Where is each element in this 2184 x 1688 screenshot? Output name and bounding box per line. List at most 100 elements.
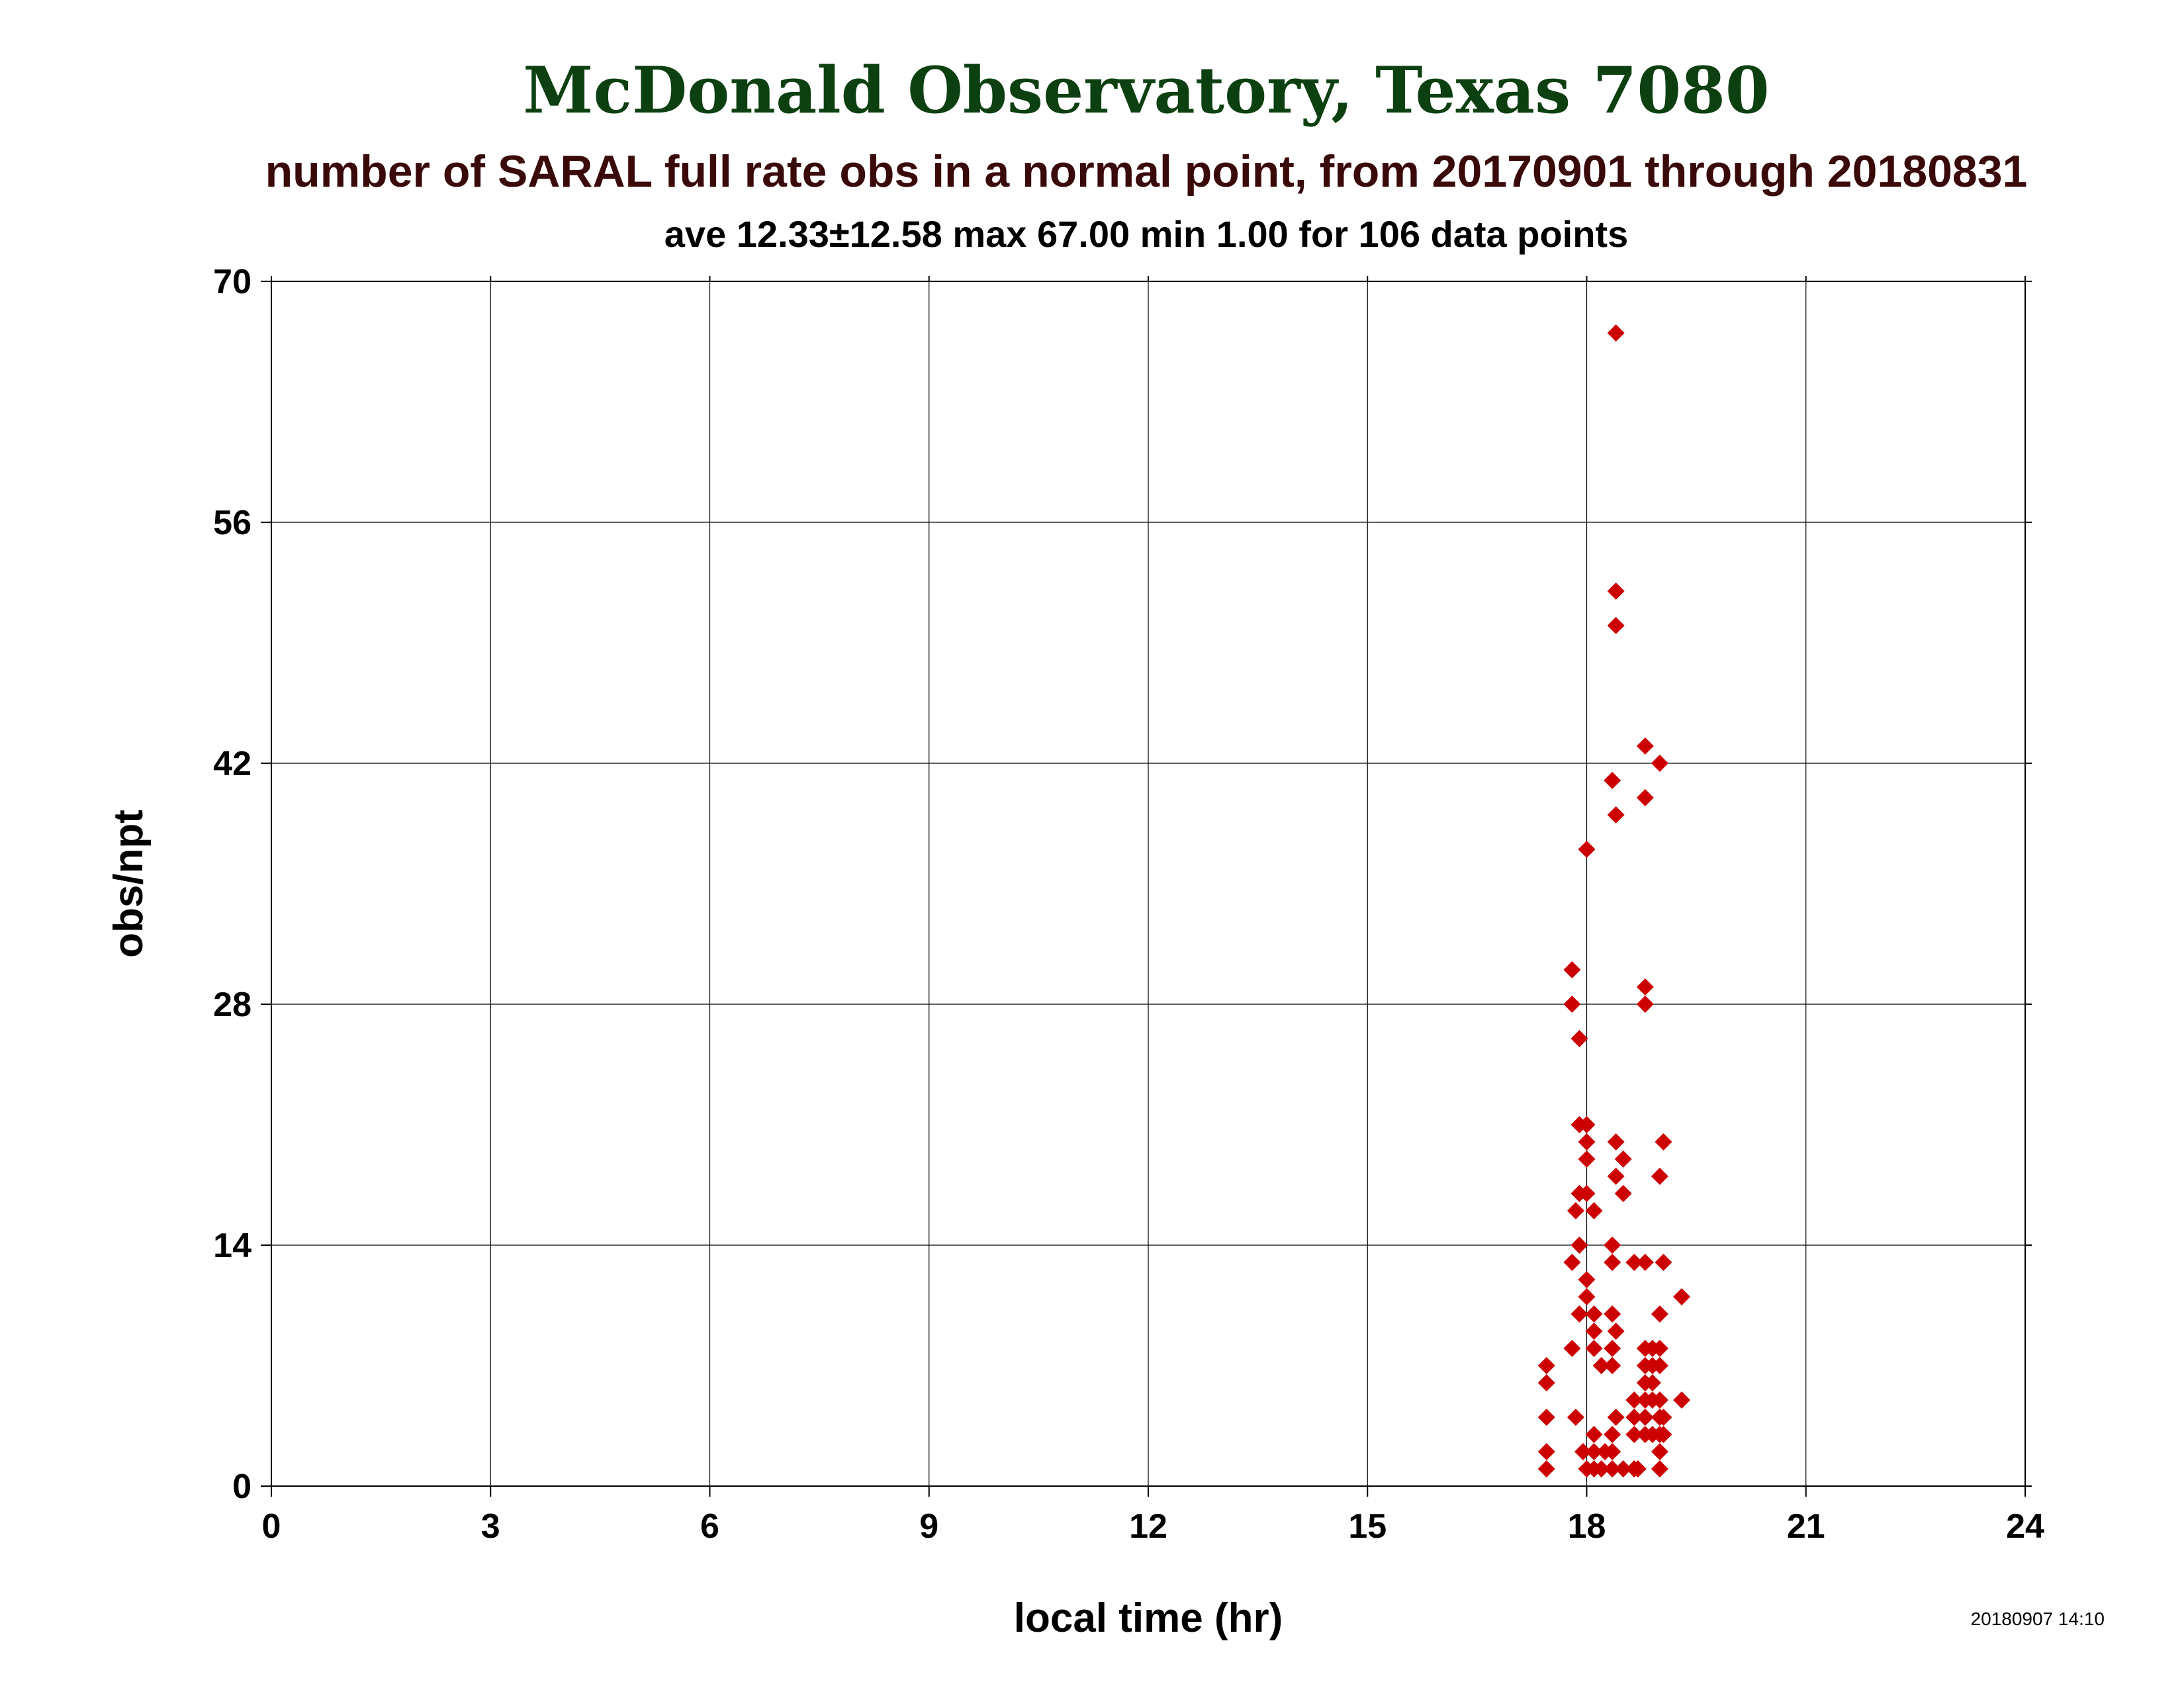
plot-area: 0 3 6 9 12 15 18 21 24 0 14 28 42 56 70 <box>213 263 2044 1546</box>
data-point <box>1604 1305 1621 1323</box>
timestamp: 20180907 14:10 <box>1971 1609 2105 1629</box>
data-point <box>1578 1288 1596 1305</box>
data-point <box>1607 1323 1625 1340</box>
data-point <box>1614 1150 1632 1168</box>
data-point <box>1563 1254 1581 1271</box>
y-axis-ticks: 0 14 28 42 56 70 <box>213 263 2032 1506</box>
data-point <box>1655 1254 1672 1271</box>
data-point <box>1537 1374 1555 1391</box>
data-point <box>1585 1426 1603 1443</box>
data-point <box>1537 1443 1555 1460</box>
data-point <box>1651 1340 1668 1357</box>
data-point <box>1625 1391 1643 1409</box>
data-point <box>1570 1305 1588 1323</box>
data-point <box>1592 1357 1610 1374</box>
data-point <box>1607 806 1625 823</box>
data-point <box>1567 1202 1584 1219</box>
x-axis-ticks: 0 3 6 9 12 15 18 21 24 <box>262 276 2044 1546</box>
data-point <box>1578 1271 1596 1288</box>
data-point <box>1563 961 1581 978</box>
data-point <box>1585 1323 1603 1340</box>
data-point <box>1570 1237 1588 1254</box>
data-point <box>1651 755 1668 772</box>
x-axis-label: local time (hr) <box>1014 1595 1283 1641</box>
data-point <box>1604 1426 1621 1443</box>
data-point <box>1563 1340 1581 1357</box>
data-point <box>1578 1116 1596 1133</box>
data-point <box>1607 1133 1625 1150</box>
y-axis-label: obs/npt <box>106 810 152 958</box>
x-tick-label: 24 <box>2006 1507 2044 1546</box>
y-tick-label: 0 <box>232 1468 251 1506</box>
data-point <box>1636 978 1654 996</box>
data-point <box>1651 1391 1668 1409</box>
data-point <box>1651 1460 1668 1477</box>
data-point <box>1625 1426 1643 1443</box>
x-tick-label: 15 <box>1348 1507 1387 1546</box>
data-point <box>1604 1443 1621 1460</box>
data-point <box>1607 583 1625 600</box>
data-point <box>1607 1168 1625 1185</box>
data-point <box>1604 1357 1621 1374</box>
data-point <box>1607 1409 1625 1426</box>
data-point <box>1607 324 1625 342</box>
data-point <box>1655 1426 1672 1443</box>
y-tick-label: 70 <box>213 263 251 301</box>
data-point <box>1643 1374 1661 1391</box>
data-point <box>1537 1357 1555 1374</box>
data-point <box>1537 1409 1555 1426</box>
data-point <box>1604 1460 1621 1477</box>
data-point <box>1673 1288 1691 1305</box>
data-point <box>1578 1185 1596 1202</box>
x-tick-label: 12 <box>1129 1507 1167 1546</box>
data-point <box>1604 1237 1621 1254</box>
x-tick-label: 9 <box>919 1507 938 1546</box>
data-point <box>1651 1168 1668 1185</box>
grid <box>271 281 2026 1487</box>
y-tick-label: 14 <box>213 1227 251 1265</box>
data-point <box>1567 1409 1584 1426</box>
chart-title: McDonald Observatory, Texas 7080 <box>523 53 1769 128</box>
data-point <box>1636 789 1654 806</box>
x-tick-label: 3 <box>481 1507 500 1546</box>
data-point <box>1585 1340 1603 1357</box>
data-point <box>1625 1254 1643 1271</box>
data-point <box>1578 1133 1596 1150</box>
chart-subtitle: number of SARAL full rate obs in a norma… <box>265 146 2028 197</box>
data-point <box>1651 1443 1668 1460</box>
data-point <box>1636 1254 1654 1271</box>
data-point <box>1636 1409 1654 1426</box>
data-point <box>1578 841 1596 858</box>
data-point <box>1655 1409 1672 1426</box>
data-point <box>1651 1305 1668 1323</box>
data-point <box>1655 1133 1672 1150</box>
data-point <box>1651 1357 1668 1374</box>
data-point <box>1604 772 1621 789</box>
data-point <box>1578 1150 1596 1168</box>
x-tick-label: 0 <box>262 1507 281 1546</box>
y-tick-label: 42 <box>213 745 251 783</box>
data-point <box>1673 1391 1691 1409</box>
data-point <box>1629 1460 1647 1477</box>
data-point <box>1614 1460 1632 1477</box>
data-point <box>1574 1443 1592 1460</box>
data-point <box>1585 1443 1603 1460</box>
y-tick-label: 28 <box>213 986 251 1024</box>
x-tick-label: 6 <box>700 1507 719 1546</box>
data-point <box>1537 1460 1555 1477</box>
y-tick-label: 56 <box>213 504 251 542</box>
data-point <box>1607 617 1625 634</box>
data-point <box>1585 1305 1603 1323</box>
data-points <box>1537 324 1691 1477</box>
data-point <box>1604 1340 1621 1357</box>
data-point <box>1614 1185 1632 1202</box>
x-tick-label: 21 <box>1787 1507 1825 1546</box>
x-tick-label: 18 <box>1568 1507 1606 1546</box>
chart-stats: ave 12.33±12.58 max 67.00 min 1.00 for 1… <box>664 213 1628 255</box>
data-point <box>1625 1409 1643 1426</box>
data-point <box>1570 1030 1588 1047</box>
data-point <box>1636 996 1654 1013</box>
data-point <box>1592 1460 1610 1477</box>
data-point <box>1636 737 1654 755</box>
